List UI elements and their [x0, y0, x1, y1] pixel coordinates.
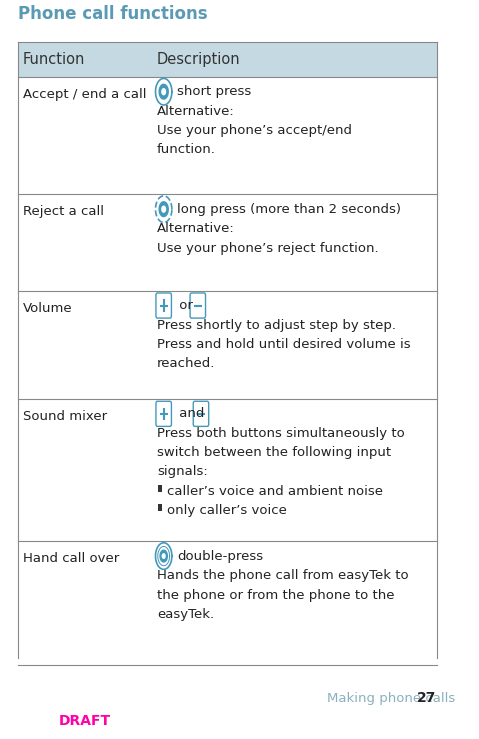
FancyBboxPatch shape: [18, 41, 436, 77]
FancyBboxPatch shape: [156, 401, 171, 426]
Text: 27: 27: [417, 692, 436, 706]
Text: Description: Description: [157, 52, 240, 67]
FancyBboxPatch shape: [193, 401, 209, 426]
Text: switch between the following input: switch between the following input: [157, 446, 391, 460]
Text: Press and hold until desired volume is: Press and hold until desired volume is: [157, 338, 411, 351]
Text: Press shortly to adjust step by step.: Press shortly to adjust step by step.: [157, 319, 396, 332]
Text: Use your phone’s reject function.: Use your phone’s reject function.: [157, 242, 378, 255]
Text: Volume: Volume: [23, 302, 72, 315]
Polygon shape: [160, 550, 167, 562]
Text: double-press: double-press: [177, 550, 263, 562]
Text: DRAFT: DRAFT: [59, 714, 111, 728]
Polygon shape: [162, 89, 166, 95]
Text: Making phone calls: Making phone calls: [327, 692, 456, 705]
Text: Phone call functions: Phone call functions: [18, 5, 208, 23]
Text: signals:: signals:: [157, 466, 207, 478]
Text: Hand call over: Hand call over: [23, 552, 119, 565]
Text: Sound mixer: Sound mixer: [23, 410, 107, 423]
Text: caller’s voice and ambient noise: caller’s voice and ambient noise: [167, 485, 383, 497]
Text: the phone or from the phone to the: the phone or from the phone to the: [157, 588, 394, 602]
Polygon shape: [162, 554, 165, 558]
Text: or: or: [175, 299, 197, 312]
Text: and: and: [175, 407, 209, 420]
Bar: [158, 504, 162, 511]
FancyBboxPatch shape: [190, 293, 205, 318]
Text: Press both buttons simultaneously to: Press both buttons simultaneously to: [157, 427, 405, 440]
Text: short press: short press: [177, 85, 251, 98]
Text: Function: Function: [23, 52, 85, 67]
Text: function.: function.: [157, 143, 216, 157]
Bar: [158, 485, 162, 492]
Text: Reject a call: Reject a call: [23, 205, 104, 219]
Polygon shape: [159, 202, 168, 217]
Text: only caller’s voice: only caller’s voice: [167, 504, 287, 517]
Text: easyTek.: easyTek.: [157, 607, 214, 621]
FancyBboxPatch shape: [156, 293, 171, 318]
Text: Alternative:: Alternative:: [157, 105, 235, 118]
Text: Use your phone’s accept/end: Use your phone’s accept/end: [157, 124, 352, 137]
Text: Hands the phone call from easyTek to: Hands the phone call from easyTek to: [157, 569, 409, 582]
Polygon shape: [159, 84, 168, 99]
Text: Accept / end a call: Accept / end a call: [23, 88, 146, 101]
Polygon shape: [162, 206, 166, 212]
Text: long press (more than 2 seconds): long press (more than 2 seconds): [177, 202, 401, 216]
Text: reached.: reached.: [157, 357, 215, 370]
Text: Alternative:: Alternative:: [157, 222, 235, 236]
